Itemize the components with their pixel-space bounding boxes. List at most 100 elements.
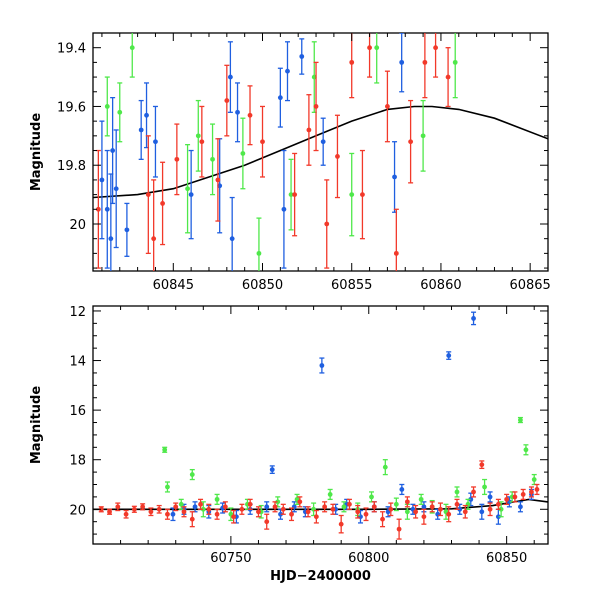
data-point-red bbox=[297, 496, 303, 508]
data-point-green bbox=[418, 493, 424, 505]
data-point-green bbox=[482, 478, 488, 496]
data-point-green bbox=[214, 493, 220, 505]
data-point-red bbox=[145, 135, 151, 255]
data-point-red bbox=[151, 179, 157, 271]
data-point-red bbox=[393, 208, 399, 271]
data-point-blue bbox=[144, 82, 150, 149]
data-point-red bbox=[306, 94, 312, 166]
data-point-green bbox=[349, 152, 355, 237]
data-point-red bbox=[445, 47, 451, 108]
data-point-green bbox=[258, 504, 264, 519]
data-point-red bbox=[471, 486, 477, 498]
data-point-red bbox=[334, 114, 340, 199]
data-point-red bbox=[174, 123, 180, 196]
data-layer bbox=[93, 311, 548, 540]
data-point-red bbox=[429, 501, 435, 513]
data-point-green bbox=[189, 468, 195, 481]
x-tick-label: 60850 bbox=[486, 551, 527, 566]
data-point-red bbox=[421, 508, 427, 525]
data-point-red bbox=[359, 149, 365, 240]
data-point-blue bbox=[399, 33, 405, 93]
y-tick-label: 16 bbox=[69, 404, 86, 419]
data-point-red bbox=[173, 502, 179, 512]
data-point-blue bbox=[517, 501, 523, 513]
data-point-red bbox=[363, 507, 369, 522]
data-point-blue bbox=[170, 507, 176, 522]
data-point-green bbox=[195, 99, 201, 172]
data-point-green bbox=[311, 502, 317, 517]
data-point-red bbox=[131, 505, 137, 513]
data-point-green bbox=[164, 481, 170, 493]
data-point-red bbox=[371, 501, 377, 513]
data-point-blue bbox=[291, 501, 297, 513]
y-tick-label: 19.8 bbox=[57, 159, 86, 174]
data-point-blue bbox=[264, 501, 270, 513]
data-point-red bbox=[247, 498, 253, 510]
x-tick-label: 60855 bbox=[331, 278, 372, 293]
x-axis-label: HJD−2400000 bbox=[270, 569, 371, 584]
y-tick-label: 12 bbox=[69, 305, 86, 320]
x-tick-label: 60860 bbox=[420, 278, 461, 293]
data-point-red bbox=[222, 501, 228, 513]
data-point-green bbox=[228, 507, 234, 522]
data-point-green bbox=[256, 217, 262, 271]
data-point-blue bbox=[299, 38, 305, 75]
data-point-red bbox=[260, 105, 266, 178]
data-point-red bbox=[181, 506, 187, 518]
data-point-red bbox=[123, 509, 129, 519]
data-point-red bbox=[160, 161, 166, 246]
data-point-green bbox=[420, 99, 426, 172]
data-point-blue bbox=[152, 105, 158, 178]
data-point-red bbox=[164, 508, 170, 520]
data-point-red bbox=[462, 504, 468, 519]
data-point-red bbox=[292, 152, 298, 237]
y-axis-label: Magnitude bbox=[29, 113, 44, 192]
data-point-red bbox=[534, 483, 540, 496]
model-curve bbox=[93, 105, 548, 199]
data-point-green bbox=[341, 501, 347, 513]
data-point-red bbox=[264, 513, 270, 530]
data-point-red bbox=[396, 518, 402, 540]
y-tick-label: 19.6 bbox=[57, 100, 86, 115]
data-point-red bbox=[239, 503, 245, 515]
data-point-red bbox=[454, 498, 460, 510]
data-point-green bbox=[454, 486, 460, 498]
data-point-green bbox=[327, 488, 333, 501]
data-point-green bbox=[369, 491, 375, 503]
data-point-red bbox=[107, 508, 113, 515]
data-point-red bbox=[247, 85, 253, 146]
data-point-red bbox=[115, 502, 121, 512]
data-point-red bbox=[495, 498, 501, 510]
top-panel: 60845 60850 60855 60860 60865 19.4 19.6 19.8 20 M… bbox=[29, 32, 551, 293]
data-point-blue bbox=[235, 82, 241, 143]
data-point-red bbox=[189, 511, 195, 528]
data-point-green bbox=[288, 158, 294, 231]
data-point-green bbox=[240, 117, 246, 190]
data-point-blue bbox=[399, 483, 405, 496]
data-point-green bbox=[374, 33, 380, 84]
y-tick-label: 19.4 bbox=[57, 42, 86, 57]
data-point-blue bbox=[229, 196, 235, 271]
data-point-blue bbox=[281, 149, 287, 269]
data-point-blue bbox=[104, 149, 110, 269]
y-tick-label: 18 bbox=[69, 454, 86, 469]
data-point-red bbox=[214, 508, 220, 520]
data-point-blue bbox=[320, 117, 326, 166]
y-tick-label: 14 bbox=[69, 355, 86, 370]
data-point-blue bbox=[446, 351, 452, 360]
y-axis-label: Magnitude bbox=[29, 386, 44, 465]
data-point-red bbox=[512, 491, 518, 503]
data-point-blue bbox=[108, 173, 114, 271]
data-point-red bbox=[231, 509, 237, 524]
data-point-red bbox=[156, 504, 162, 514]
data-point-red bbox=[305, 506, 311, 518]
x-tick-label: 60865 bbox=[509, 278, 550, 293]
x-tick-label: 60845 bbox=[153, 278, 194, 293]
data-point-red bbox=[280, 503, 286, 515]
data-point-blue bbox=[99, 120, 105, 240]
data-point-blue bbox=[319, 357, 325, 374]
data-point-red bbox=[272, 501, 278, 513]
data-point-red bbox=[313, 61, 319, 152]
data-point-red bbox=[140, 503, 146, 511]
